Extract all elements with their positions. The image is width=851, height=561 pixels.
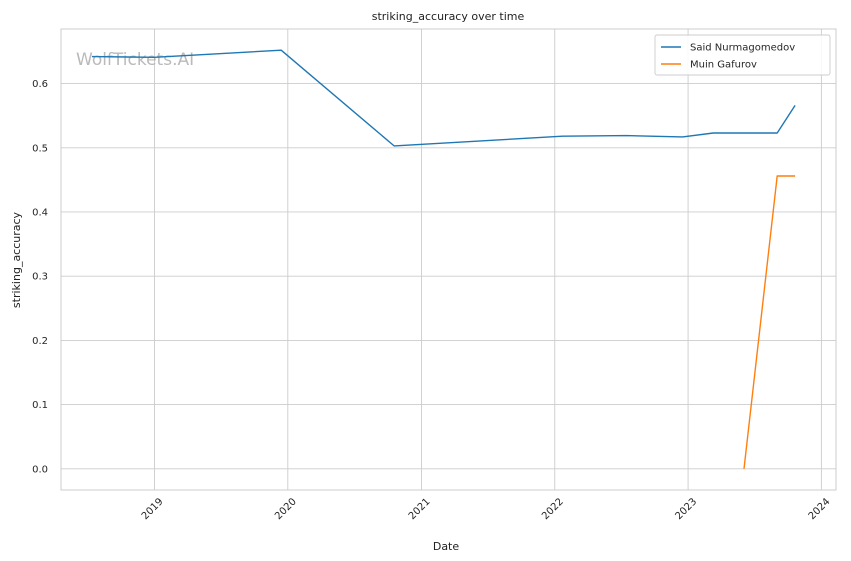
series-line-1	[743, 175, 796, 469]
y-tick-label-0.5: 0.5	[32, 143, 48, 154]
y-tick-label-0.1: 0.1	[32, 400, 48, 411]
x-tick-label-2020: 2020	[273, 496, 299, 522]
legend: Said Nurmagomedov Muin Gafurov	[654, 34, 831, 76]
watermark: WolfTickets.AI	[76, 50, 194, 70]
legend-label-1: Muin Gafurov	[690, 60, 757, 71]
y-axis-ticks: 0.0 0.1 0.2 0.3 0.4 0.5 0.6	[32, 79, 48, 475]
y-tick-label-0.4: 0.4	[32, 207, 48, 218]
y-tick-label-0.3: 0.3	[32, 272, 48, 283]
legend-box	[654, 34, 831, 76]
x-tick-label-2022: 2022	[540, 496, 566, 522]
y-tick-label-0.2: 0.2	[32, 336, 48, 347]
x-tick-label-2024: 2024	[807, 496, 833, 522]
y-axis-label: striking_accuracy	[10, 211, 23, 308]
series-lines	[91, 49, 796, 469]
series-line-0	[91, 49, 796, 147]
x-tick-label-2019: 2019	[140, 496, 166, 522]
x-axis-label: Date	[433, 540, 460, 553]
x-axis-ticks: 2019 2020 2021 2022 2023 2024	[140, 496, 833, 522]
plot-frame	[60, 28, 837, 491]
x-tick-label-2021: 2021	[407, 496, 433, 522]
y-tick-label-0.0: 0.0	[32, 464, 48, 475]
grid	[61, 29, 836, 490]
x-tick-label-2023: 2023	[673, 496, 699, 522]
legend-label-0: Said Nurmagomedov	[690, 43, 795, 54]
chart-title: striking_accuracy over time	[372, 10, 525, 23]
y-tick-label-0.6: 0.6	[32, 79, 48, 90]
